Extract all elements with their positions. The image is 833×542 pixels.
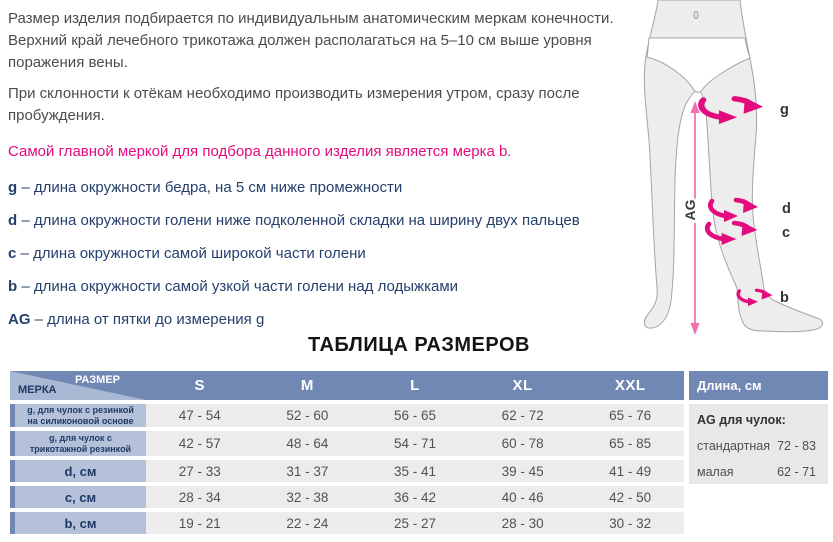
size-cell: 32 - 38 bbox=[253, 486, 362, 508]
size-cell: 52 - 60 bbox=[253, 404, 362, 427]
intro-paragraph-1: Размер изделия подбирается по индивидуал… bbox=[8, 10, 614, 71]
measurement-key: AG bbox=[8, 311, 31, 328]
corner-label-measure: МЕРКА bbox=[18, 384, 57, 396]
size-cell: 60 - 78 bbox=[468, 431, 577, 456]
marker-label-c: c bbox=[782, 225, 790, 241]
length-label: малая bbox=[697, 465, 734, 479]
navel-mark bbox=[693, 11, 699, 19]
measurement-key: b bbox=[8, 278, 18, 295]
size-cell: 56 - 65 bbox=[361, 404, 469, 427]
size-cell: 40 - 46 bbox=[468, 486, 577, 508]
size-table: РАЗМЕР МЕРКА S M L XL XXL g, для чулок с… bbox=[10, 371, 684, 538]
row-label-line1: c, см bbox=[64, 489, 97, 505]
length-panel-header: Длина, см bbox=[689, 371, 828, 400]
tables-section: РАЗМЕР МЕРКА S M L XL XXL g, для чулок с… bbox=[10, 371, 828, 538]
marker-label-g: g bbox=[780, 102, 789, 118]
table-row-c: c, см 28 - 34 32 - 38 36 - 42 40 - 46 42… bbox=[10, 486, 684, 508]
legs-illustration: AG g d c b bbox=[643, 0, 824, 335]
row-label-line1: d, см bbox=[64, 463, 97, 479]
row-label-line2: трикотажной резинкой bbox=[29, 443, 132, 454]
size-cell: 28 - 30 bbox=[468, 512, 577, 534]
length-label: стандартная bbox=[697, 439, 770, 453]
row-label-line1: g, для чулок с bbox=[49, 433, 112, 443]
column-header-xxl: XXL bbox=[614, 377, 646, 394]
measurement-item-b: b – длина окружности самой узкой части г… bbox=[8, 276, 653, 297]
ag-measure-line: AG bbox=[680, 101, 701, 335]
leg-measurement-figure: AG g d c b bbox=[643, 0, 833, 340]
size-table-header-row: РАЗМЕР МЕРКА S M L XL XXL bbox=[10, 371, 684, 400]
row-label: g, для чулок с резинкой на силиконовой о… bbox=[10, 404, 146, 427]
size-cell: 41 - 49 bbox=[576, 460, 684, 482]
row-label: d, см bbox=[10, 460, 146, 482]
measurement-text: – длина окружности голени ниже подколенн… bbox=[21, 212, 580, 229]
row-label: c, см bbox=[10, 486, 146, 508]
measurement-list: g – длина окружности бедра, на 5 см ниже… bbox=[8, 177, 653, 330]
length-panel: Длина, см AG для чулок: стандартная 72 -… bbox=[689, 371, 828, 538]
table-row-g-silicone: g, для чулок с резинкой на силиконовой о… bbox=[10, 404, 684, 427]
panties-shape bbox=[646, 37, 751, 93]
size-cell: 28 - 34 bbox=[146, 486, 254, 508]
size-cell: 65 - 85 bbox=[576, 431, 684, 456]
measurement-text: – длина от пятки до измерения g bbox=[34, 311, 265, 328]
column-header-l: L bbox=[410, 377, 420, 394]
size-cell: 54 - 71 bbox=[361, 431, 469, 456]
size-cell: 27 - 33 bbox=[146, 460, 254, 482]
size-cell: 48 - 64 bbox=[253, 431, 362, 456]
row-label: g, для чулок с трикотажной резинкой bbox=[10, 431, 146, 456]
length-panel-body: AG для чулок: стандартная 72 - 83 малая … bbox=[689, 404, 828, 484]
size-cell: 31 - 37 bbox=[253, 460, 362, 482]
length-panel-subtitle: AG для чулок: bbox=[697, 413, 786, 427]
size-cell: 42 - 50 bbox=[576, 486, 684, 508]
intro-paragraph-2: При склонности к отёкам необходимо произ… bbox=[8, 85, 580, 124]
size-cell: 35 - 41 bbox=[361, 460, 469, 482]
marker-label-d: d bbox=[782, 201, 791, 217]
measurement-text: – длина окружности самой широкой части г… bbox=[20, 245, 366, 262]
measurement-text: – длина окружности бедра, на 5 см ниже п… bbox=[21, 179, 403, 196]
table-row-g-knit: g, для чулок с трикотажной резинкой 42 -… bbox=[10, 431, 684, 456]
ag-line-label: AG bbox=[682, 199, 698, 220]
measurement-key: g bbox=[8, 179, 18, 196]
measurement-item-ag: AG – длина от пятки до измерения g bbox=[8, 309, 653, 330]
size-cell: 62 - 72 bbox=[468, 404, 577, 427]
table-row-d: d, см 27 - 33 31 - 37 35 - 41 39 - 45 41… bbox=[10, 460, 684, 482]
row-label-line1: g, для чулок с резинкой bbox=[27, 405, 134, 415]
size-cell: 19 - 21 bbox=[146, 512, 254, 534]
length-value: 72 - 83 bbox=[777, 439, 816, 453]
corner-label-size: РАЗМЕР bbox=[74, 374, 120, 386]
row-label-line1: b, см bbox=[64, 515, 97, 531]
measurement-key: c bbox=[8, 245, 17, 262]
measurement-item-c: c – длина окружности самой широкой части… bbox=[8, 243, 653, 264]
intro-text-block: Размер изделия подбирается по индивидуал… bbox=[8, 0, 653, 342]
measurement-item-d: d – длина окружности голени ниже подколе… bbox=[8, 210, 653, 231]
measurement-text: – длина окружности самой узкой части гол… bbox=[21, 278, 459, 295]
size-cell: 25 - 27 bbox=[361, 512, 469, 534]
corner-cell: РАЗМЕР МЕРКА bbox=[10, 371, 146, 400]
row-label: b, см bbox=[10, 512, 146, 534]
highlight-note: Самой главной меркой для подбора данного… bbox=[8, 143, 512, 160]
column-header-m: M bbox=[300, 377, 314, 394]
size-cell: 42 - 57 bbox=[146, 431, 254, 456]
length-row-standard: стандартная 72 - 83 bbox=[697, 439, 816, 453]
size-cell: 47 - 54 bbox=[146, 404, 254, 427]
measurement-key: d bbox=[8, 212, 18, 229]
size-cell: 36 - 42 bbox=[361, 486, 469, 508]
size-cell: 22 - 24 bbox=[253, 512, 362, 534]
length-row-small: малая 62 - 71 bbox=[697, 465, 816, 479]
measurement-item-g: g – длина окружности бедра, на 5 см ниже… bbox=[8, 177, 653, 198]
marker-label-b: b bbox=[780, 290, 789, 306]
size-cell: 39 - 45 bbox=[468, 460, 577, 482]
column-header-xl: XL bbox=[512, 377, 533, 394]
table-row-b: b, см 19 - 21 22 - 24 25 - 27 28 - 30 30… bbox=[10, 512, 684, 534]
size-table-title: ТАБЛИЦА РАЗМЕРОВ bbox=[308, 334, 530, 356]
row-label-line2: на силиконовой основе bbox=[27, 415, 134, 426]
column-header-s: S bbox=[194, 377, 206, 394]
size-cell: 30 - 32 bbox=[576, 512, 684, 534]
size-cell: 65 - 76 bbox=[576, 404, 684, 427]
length-value: 62 - 71 bbox=[777, 465, 816, 479]
